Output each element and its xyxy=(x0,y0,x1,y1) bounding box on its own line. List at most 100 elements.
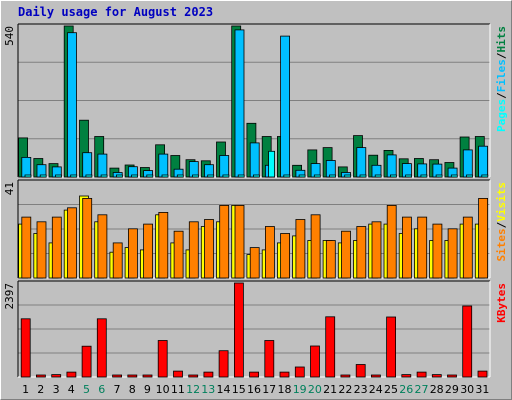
x-tick-day-12: 12 xyxy=(186,383,200,396)
bar-kbytes-day-25 xyxy=(386,316,397,378)
bar-pages-day-15 xyxy=(237,174,245,178)
bar-pages-day-17 xyxy=(268,150,276,178)
bar-pages-day-31 xyxy=(481,174,489,178)
x-tick-day-31: 31 xyxy=(475,383,489,396)
bar-pages-day-7 xyxy=(116,174,123,178)
bar-files-day-5 xyxy=(82,152,93,178)
bar-files-day-16 xyxy=(249,142,260,178)
x-tick-day-15: 15 xyxy=(232,383,246,396)
bar-kbytes-day-16 xyxy=(249,371,260,378)
bar-sites-day-26 xyxy=(401,216,412,279)
bar-pages-day-5 xyxy=(85,174,93,178)
bar-kbytes-day-22 xyxy=(340,374,351,378)
bar-kbytes-day-10 xyxy=(157,340,168,378)
bar-pages-day-13 xyxy=(207,174,215,178)
bar-pages-day-3 xyxy=(55,174,62,178)
bar-kbytes-day-14 xyxy=(218,350,229,378)
x-tick-day-24: 24 xyxy=(369,383,383,396)
x-tick-day-18: 18 xyxy=(278,383,292,396)
x-tick-day-28: 28 xyxy=(430,383,444,396)
bar-sites-day-10 xyxy=(158,211,169,279)
bar-kbytes-day-18 xyxy=(279,371,290,378)
y-max-label-kbytes: 2397 xyxy=(3,283,16,310)
bar-sites-day-5 xyxy=(82,197,93,279)
bar-sites-day-16 xyxy=(249,247,260,279)
bar-files-day-15 xyxy=(234,29,245,178)
x-tick-day-5: 5 xyxy=(83,383,90,396)
bar-pages-day-10 xyxy=(161,174,169,178)
bar-sites-day-28 xyxy=(432,223,443,279)
bar-sites-day-31 xyxy=(478,197,489,279)
bar-files-day-14 xyxy=(219,155,230,178)
bar-kbytes-day-4 xyxy=(66,371,77,378)
bar-pages-day-1 xyxy=(24,174,32,178)
bar-sites-day-9 xyxy=(143,223,154,279)
bar-files-day-1 xyxy=(21,156,32,178)
bar-kbytes-day-5 xyxy=(81,345,92,378)
bar-pages-day-8 xyxy=(131,174,139,178)
bar-sites-day-19 xyxy=(295,219,306,279)
bar-kbytes-day-20 xyxy=(310,345,320,378)
bar-pages-day-16 xyxy=(252,174,260,178)
x-tick-day-7: 7 xyxy=(114,383,121,396)
bar-kbytes-day-27 xyxy=(416,371,427,378)
x-tick-day-27: 27 xyxy=(415,383,429,396)
bar-pages-day-21 xyxy=(329,174,336,178)
x-tick-day-9: 9 xyxy=(144,383,151,396)
bar-sites-day-3 xyxy=(51,216,62,279)
bar-kbytes-day-6 xyxy=(96,318,107,378)
x-tick-day-10: 10 xyxy=(156,383,170,396)
x-tick-day-30: 30 xyxy=(460,383,474,396)
bar-files-day-25 xyxy=(386,154,397,178)
x-tick-day-6: 6 xyxy=(98,383,105,396)
bar-kbytes-day-9 xyxy=(142,374,153,378)
bar-pages-day-28 xyxy=(435,174,443,178)
bar-pages-day-26 xyxy=(405,174,413,178)
bar-files-day-4 xyxy=(67,32,77,178)
bar-files-day-21 xyxy=(325,160,336,178)
x-tick-day-25: 25 xyxy=(384,383,398,396)
bar-sites-day-24 xyxy=(371,221,382,279)
bar-pages-day-23 xyxy=(359,174,367,178)
bar-files-day-6 xyxy=(97,153,108,178)
bar-files-day-23 xyxy=(356,147,367,178)
bar-kbytes-day-30 xyxy=(462,305,473,378)
bar-pages-day-4 xyxy=(70,174,78,178)
x-tick-day-22: 22 xyxy=(338,383,352,396)
bar-kbytes-day-8 xyxy=(127,374,138,378)
bar-kbytes-day-28 xyxy=(431,374,442,378)
legend-entry: KBytes xyxy=(495,283,508,323)
bar-pages-day-14 xyxy=(222,174,230,178)
bar-pages-day-29 xyxy=(450,174,458,178)
bar-pages-day-12 xyxy=(192,174,199,178)
bar-files-day-18 xyxy=(280,35,291,178)
bar-sites-day-27 xyxy=(417,216,428,279)
bar-sites-day-25 xyxy=(386,204,397,279)
bar-kbytes-day-24 xyxy=(370,374,381,378)
bar-pages-day-6 xyxy=(100,174,108,178)
bar-sites-day-20 xyxy=(310,214,321,279)
bar-pages-day-22 xyxy=(344,174,352,178)
bar-sites-day-6 xyxy=(97,214,108,279)
bar-kbytes-day-12 xyxy=(188,374,199,378)
bar-pages-day-27 xyxy=(420,174,428,178)
x-tick-day-21: 21 xyxy=(323,383,337,396)
x-tick-day-17: 17 xyxy=(262,383,276,396)
bar-pages-day-18 xyxy=(283,174,291,178)
bar-sites-day-2 xyxy=(36,221,47,279)
bar-pages-day-11 xyxy=(176,174,184,178)
x-tick-day-8: 8 xyxy=(129,383,136,396)
bar-sites-day-30 xyxy=(462,216,473,279)
x-tick-day-16: 16 xyxy=(247,383,261,396)
legend-hits-files-pages: Pages/Files/Hits xyxy=(495,26,508,132)
bar-pages-day-30 xyxy=(466,174,473,178)
bar-kbytes-day-13 xyxy=(203,371,214,378)
bar-kbytes-day-19 xyxy=(294,366,305,378)
bar-files-day-10 xyxy=(158,153,169,178)
bar-sites-day-15 xyxy=(234,204,245,279)
x-tick-day-23: 23 xyxy=(354,383,368,396)
x-tick-day-29: 29 xyxy=(445,383,459,396)
bar-sites-day-21 xyxy=(325,240,336,279)
x-tick-day-20: 20 xyxy=(308,383,322,396)
chart-title: Daily usage for August 2023 xyxy=(18,5,214,19)
